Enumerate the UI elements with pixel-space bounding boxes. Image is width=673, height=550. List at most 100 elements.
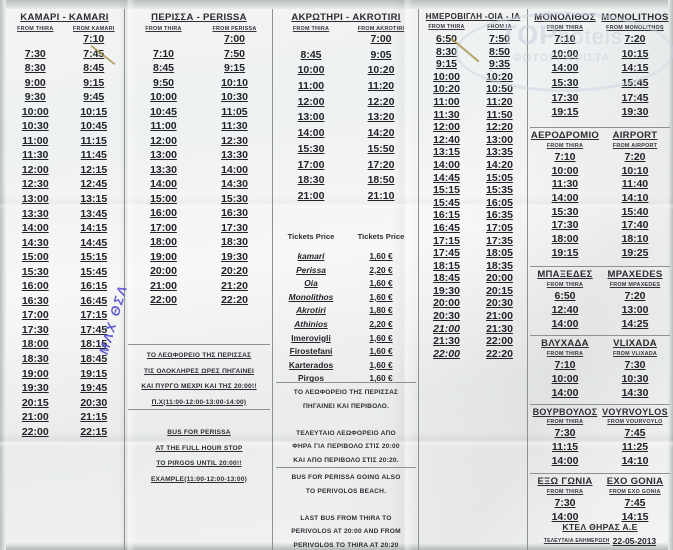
departure-time-return: 15:45 [80, 265, 108, 278]
timetable-rows-akrotiri: 7:00 8:45 9:05 10:00 10:20 11:00 11:20 12:00 12:… [276, 34, 416, 201]
timetable-rows-mpaxedes: 6:50 7:20 12:40 13:00 14:00 14:25 [530, 291, 670, 330]
departure-time-return: 7:50 [488, 33, 510, 45]
departure-time-outbound [6, 34, 65, 45]
price-amount: 1,60 € [369, 278, 393, 289]
departure-time-return: 22:20 [221, 294, 248, 306]
departure-time-outbound: 15:30 [551, 205, 579, 218]
departure-time-outbound: 16:45 [433, 221, 460, 234]
departure-time-outbound: 13:30 [150, 163, 177, 176]
section-airport: ΑΕΡΟΔΡΟΜΙΟ AIRPORT FROM THIRA FROM AIRPO… [530, 130, 670, 262]
table-row: 13:00 13:15 [6, 194, 123, 205]
departure-time-outbound: 20:30 [433, 310, 460, 323]
section-title-akrotiri: ΑΚΡΩΤΗΡΙ - AKROTIRI [291, 12, 401, 23]
table-row: 22:00 22:15 [6, 427, 123, 438]
departure-time-return: 19:30 [621, 106, 649, 119]
table-row: 15:15 15:35 [420, 185, 526, 196]
table-row: 7:30 7:45 [530, 498, 670, 509]
note-line: AT THE FULL HOUR STOP [155, 444, 243, 452]
table-row: 22:00 22:20 [420, 349, 526, 360]
paper-edge-right [668, 0, 673, 550]
departure-time-outbound: 18:00 [551, 233, 579, 246]
departure-time-return: 7:45 [624, 427, 646, 439]
table-row: 12:30 12:45 [6, 179, 123, 190]
table-row: 14:00 14:30 [128, 179, 270, 190]
price-row: Karterados 1,60 € [276, 360, 416, 370]
departure-time-return: 17:05 [486, 221, 513, 234]
departure-time-return: 14:15 [80, 222, 108, 235]
subheader-from-mpaxedes: FROM MPAXEDES [609, 282, 661, 288]
departure-time-outbound: 15:45 [433, 196, 460, 209]
price-destination: kamari [297, 251, 325, 261]
table-row: 9:15 9:35 [420, 59, 526, 70]
table-row: 13:00 13:30 [128, 150, 270, 161]
note-divider [128, 344, 270, 345]
departure-time-return: 21:20 [221, 279, 248, 292]
section-title-exogonia-en: EXO GONIA [606, 476, 664, 487]
table-row: 7:00 [276, 34, 416, 45]
departure-time-outbound: 14:00 [21, 222, 49, 235]
table-row: 15:30 15:45 [530, 78, 670, 89]
departure-time-return: 20:15 [486, 284, 513, 297]
departure-time-outbound: 18:30 [297, 174, 325, 187]
departure-time-outbound: 17:00 [150, 221, 177, 234]
departure-time-return: 20:20 [221, 265, 248, 277]
subheader-from-monolithos: FROM MONOLITHOS [606, 25, 664, 31]
paper-edge-top [0, 0, 673, 9]
departure-time-outbound: 15:00 [150, 192, 177, 205]
note-line: Π.Χ(11:00-12:00-13:00-14:00) [151, 398, 247, 406]
departure-time-outbound: 17:00 [297, 158, 325, 171]
departure-time-outbound: 17:30 [551, 219, 579, 232]
subheader-from-thira: FROM THIRA [546, 143, 584, 149]
departure-time-outbound: 10:30 [21, 120, 49, 133]
departure-time-return: 20:30 [80, 396, 108, 409]
table-row: 14:00 14:30 [530, 388, 670, 399]
table-row: 9:30 9:45 [6, 92, 123, 103]
departure-time-return: 12:45 [80, 178, 108, 191]
price-destination: Firostefani [289, 346, 333, 357]
note-line: TO PERIVOLOS BEACH. [305, 487, 387, 495]
section-title-vourvoulos-en: VOYRVOYLOS [602, 407, 668, 417]
section-title-exogonia-gr: ΕΞΩ ΓΩΝΙΑ [537, 476, 593, 487]
price-row: Monolithos 1,60 € [276, 292, 416, 302]
departure-time-outbound: 16:00 [21, 280, 49, 293]
departure-time-return: 21:00 [486, 310, 513, 323]
table-row: 10:00 10:10 [530, 166, 670, 177]
departure-time-return: 11:50 [486, 108, 513, 121]
table-row: 6:50 7:50 [420, 34, 526, 45]
perissa-note-english: BUS FOR PERISSA AT THE FULL HOUR STOP TO P… [128, 425, 270, 487]
departure-time-return: 14:30 [221, 178, 248, 190]
paper-edge-bottom [0, 543, 673, 550]
note-line: ΚΑΙ ΠΥΡΓΟ ΜΕΧΡΙ ΚΑΙ ΤΗΣ 20:00!! [141, 383, 257, 390]
perivolos-note-greek: ΤΟ ΛΕΩΦΟΡΕΙΟ ΤΗΣ ΠΕΡΙΣΣΑΣ ΠΗΓΑΙΝΕΙ ΚΑΙ ΠΕ… [276, 386, 416, 467]
table-row: 14:00 14:15 [530, 63, 670, 74]
table-row: 14:30 14:45 [6, 238, 123, 249]
subheader-from-thira: FROM THIRA [546, 419, 584, 425]
last-update-label: ΤΕΛΕΥΤΑΙΑ ΕΝΗΜΕΡΩΣΗ [543, 538, 610, 544]
column-divider [124, 9, 125, 550]
price-row: kamari 1,60 € [276, 251, 416, 261]
departure-time-outbound: 8:45 [152, 62, 174, 74]
table-row: 18:45 20:00 [420, 273, 526, 284]
section-imerovigli-oia: ΗΜΕΡΟΒΙΓΛΗ -ΟΙΑ - ΙΑ FROM THIRA FROM IA … [420, 12, 526, 361]
table-row: 18:00 18:30 [128, 237, 270, 248]
table-row: 12:00 12:15 [6, 165, 123, 176]
departure-time-outbound: 11:15 [551, 441, 579, 454]
departure-time-outbound: 13:15 [433, 146, 460, 159]
subheader-from-thira: FROM THIRA [292, 26, 330, 32]
table-row: 7:10 7:30 [530, 360, 670, 371]
departure-time-return: 10:20 [367, 64, 395, 77]
departure-time-outbound: 21:00 [297, 189, 325, 202]
departure-time-return: 18:35 [486, 259, 513, 272]
departure-time-outbound: 14:00 [551, 511, 579, 524]
price-destination: Akrotiri [296, 305, 326, 316]
table-row: 7:10 [6, 34, 123, 45]
departure-time-outbound: 14:00 [551, 62, 579, 75]
table-row: 8:30 8:50 [420, 47, 526, 58]
subheader-from-thira: FROM THIRA [546, 489, 584, 495]
subheader-from-thira: FROM THIRA [17, 26, 54, 32]
section-title-vlixada-en: VLIXADA [613, 338, 657, 349]
table-row: 17:00 17:20 [276, 158, 416, 171]
departure-time-return: 13:00 [486, 133, 513, 146]
note-line: ΤΟ ΛΕΩΦΟΡΕΙΟ ΤΗΣ ΠΕΡΙΣΣΑΣ [293, 389, 399, 396]
departure-time-return: 17:45 [80, 323, 108, 336]
